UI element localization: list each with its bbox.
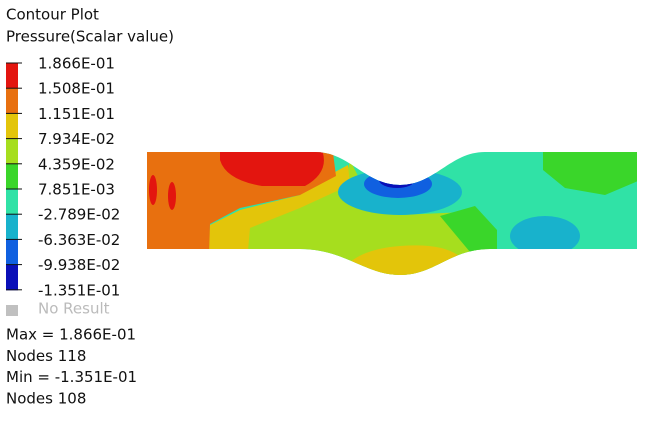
legend-swatch [6,88,18,114]
legend-swatch [6,138,18,165]
no-result-label: No Result [38,300,110,318]
title: Contour Plot [6,6,99,24]
legend-swatch [6,239,18,266]
legend-swatch [6,113,18,140]
legend-label: 1.508E-01 [38,80,115,98]
legend-swatch [6,189,18,215]
legend-label: -1.351E-01 [38,281,120,299]
legend-label: 7.851E-03 [38,181,115,199]
legend-swatch [6,214,18,240]
legend-label: 4.359E-02 [38,155,115,173]
legend-label: -6.363E-02 [38,231,120,249]
legend-label: 1.151E-01 [38,105,115,123]
stat-line: Max = 1.866E-01 [6,326,136,344]
legend-label: 1.866E-01 [38,55,115,73]
contour-model [147,152,637,275]
legend-swatch [6,264,18,291]
stat-line: Nodes 108 [6,389,86,407]
legend-label: -2.789E-02 [38,206,120,224]
no-result-swatch [6,305,18,316]
subtitle: Pressure(Scalar value) [6,28,174,46]
legend-swatch [6,63,18,89]
stat-line: Min = -1.351E-01 [6,368,137,386]
legend-label: -9.938E-02 [38,256,120,274]
legend-label: 7.934E-02 [38,130,115,148]
legend-swatch [6,163,18,190]
stat-line: Nodes 118 [6,347,86,365]
